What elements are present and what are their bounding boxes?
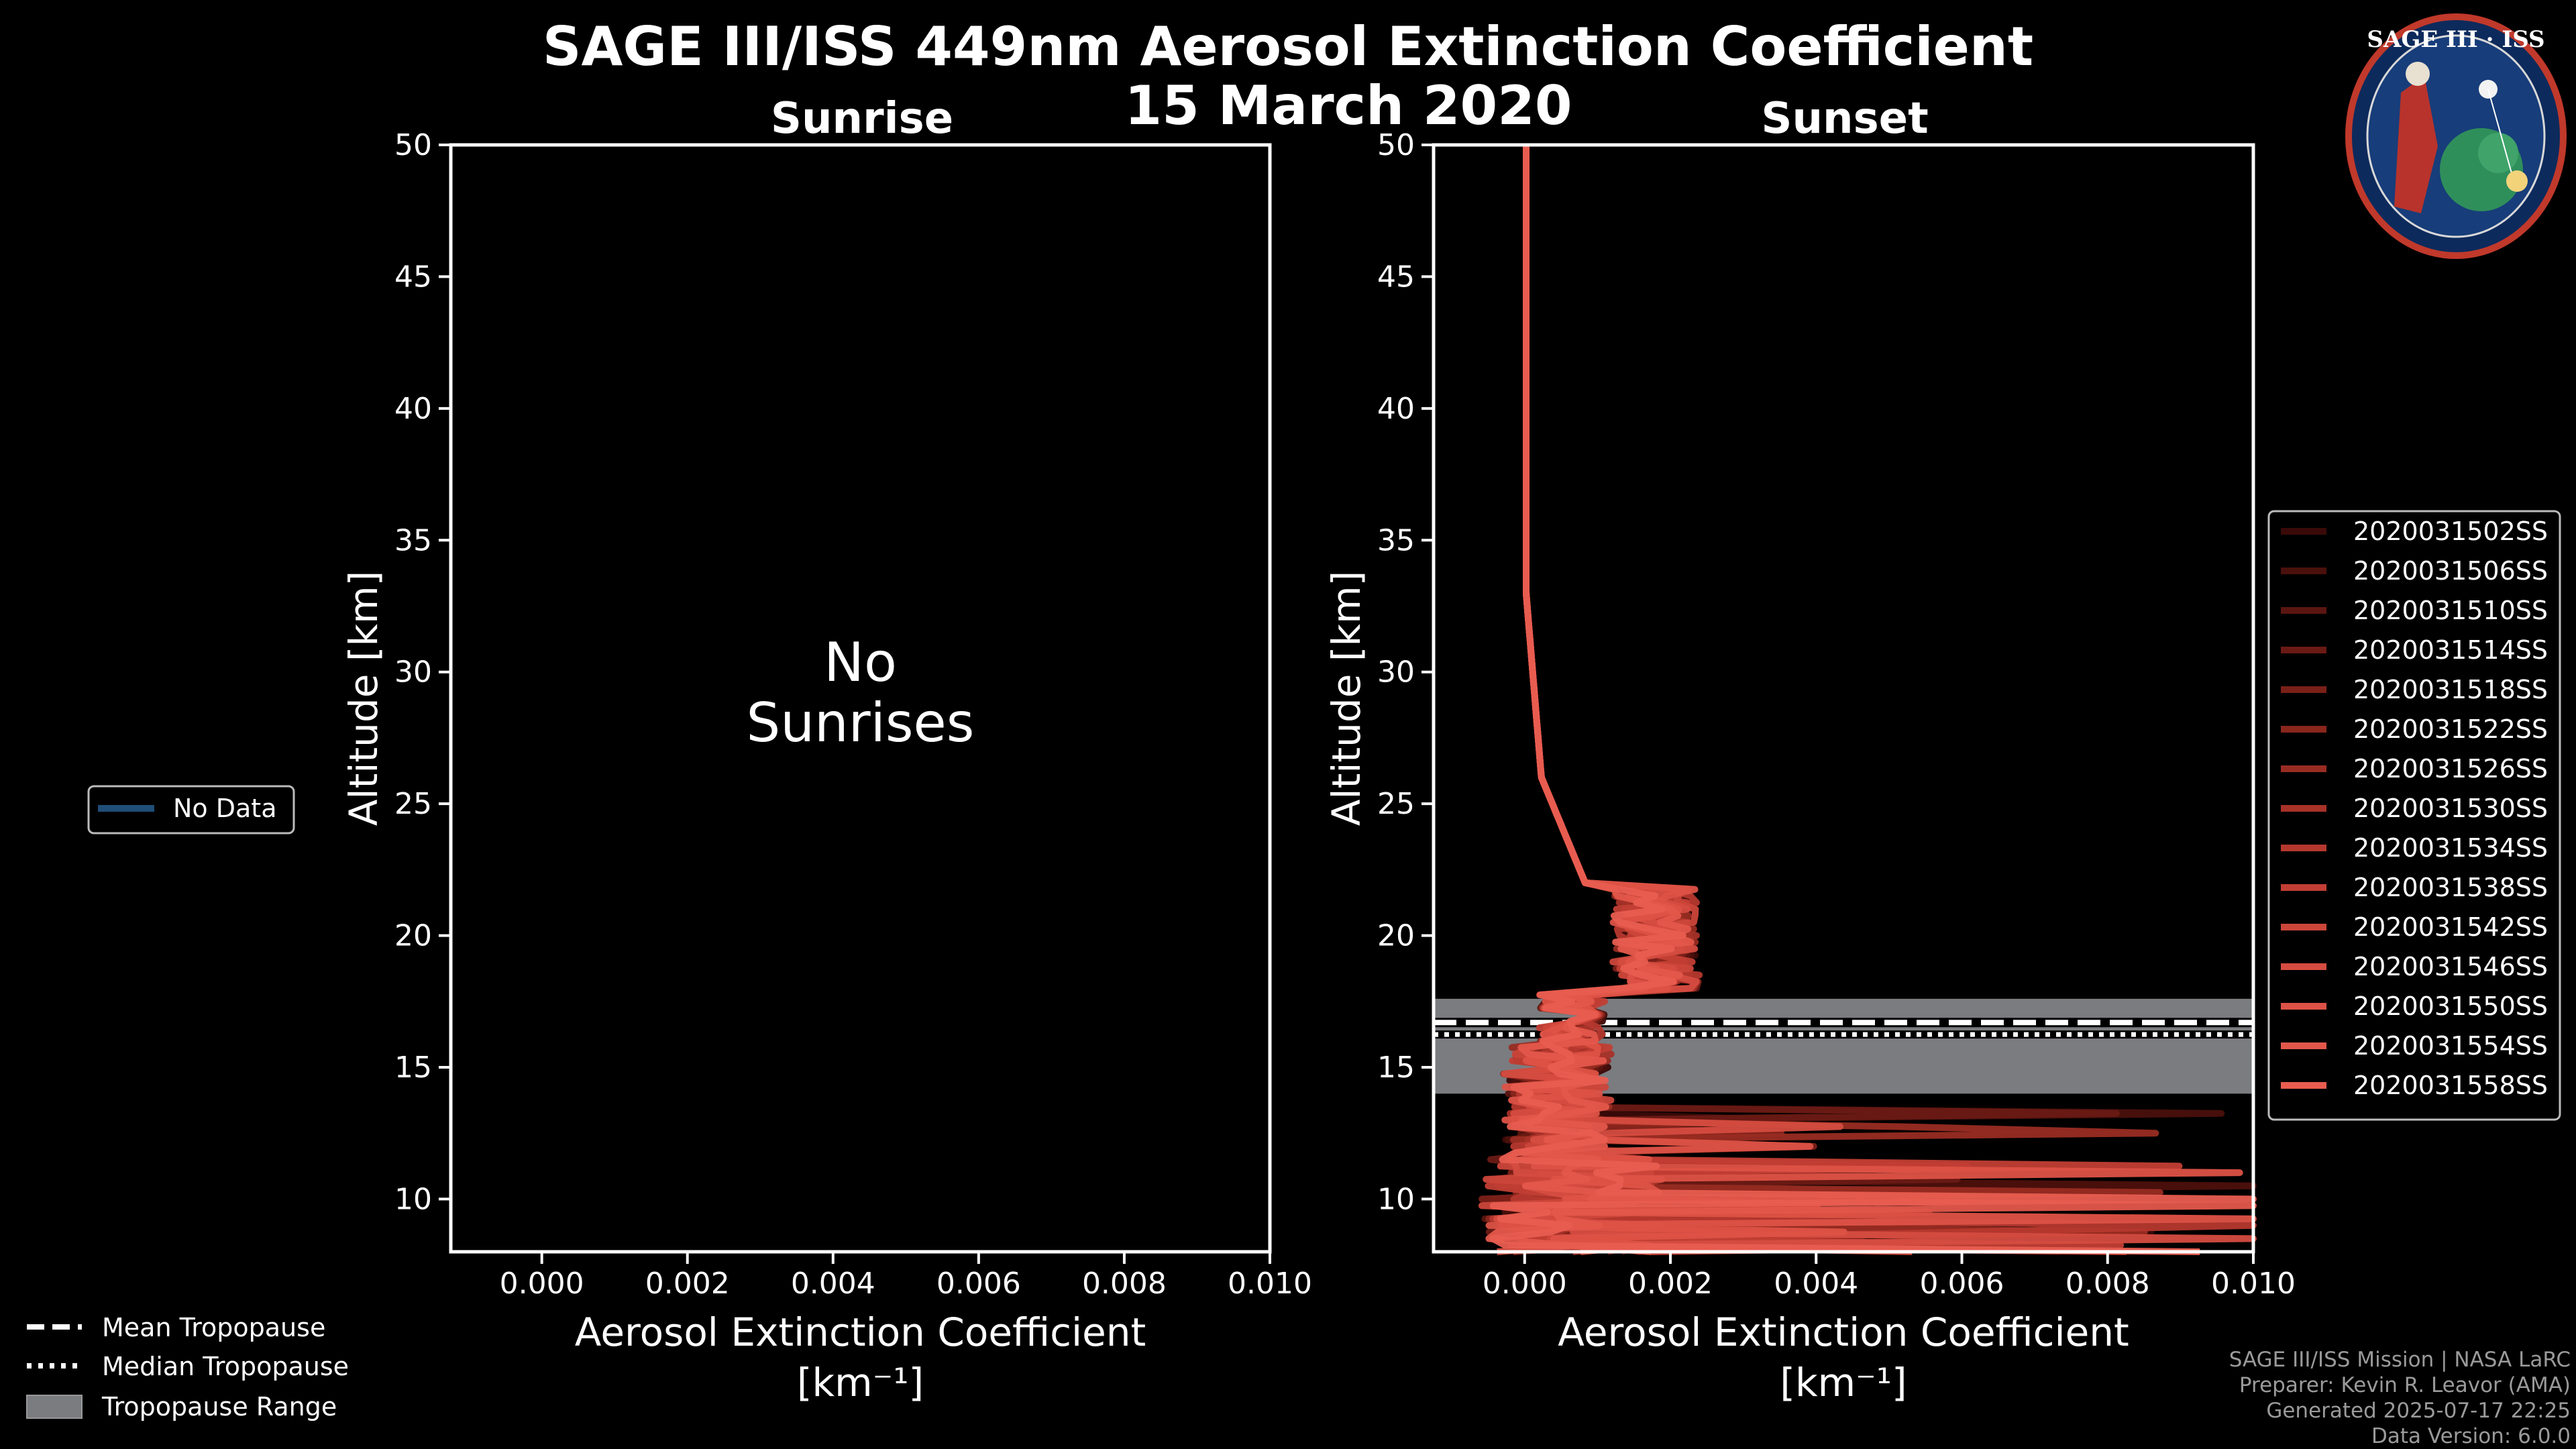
y-tick-label: 45	[1377, 260, 1415, 294]
mean-tropopause-legend-label: Mean Tropopause	[102, 1313, 325, 1342]
plot-frame	[1432, 143, 2255, 1254]
x-tick-label: 0.002	[1628, 1267, 1713, 1301]
credit-mission: SAGE III/ISS Mission | NASA LaRC	[2229, 1348, 2571, 1372]
y-tick-label: 30	[1377, 655, 1415, 690]
y-tick-label: 10	[1377, 1182, 1415, 1216]
legend-label-2020031554SS: 2020031554SS	[2353, 1031, 2548, 1061]
y-tick-label: 40	[1377, 392, 1415, 426]
sage-iii-iss-logo: SAGE III · ISS	[2345, 13, 2567, 259]
no-sunrises-annotation-line1: No	[824, 631, 897, 694]
y-tick-label: 35	[394, 523, 432, 557]
y-axis-label: Altitude [km]	[341, 571, 386, 826]
legend-label-2020031542SS: 2020031542SS	[2353, 912, 2548, 942]
y-tick-label: 50	[1377, 128, 1415, 162]
x-tick-label: 0.000	[500, 1267, 584, 1301]
credit-version: Data Version: 6.0.0	[2371, 1424, 2571, 1448]
x-tick-label: 0.000	[1483, 1267, 1567, 1301]
y-axis-label: Altitude [km]	[1324, 571, 1369, 826]
plot-area	[451, 145, 1270, 1252]
legend-label-2020031510SS: 2020031510SS	[2353, 596, 2548, 625]
y-tick-label: 15	[394, 1051, 432, 1085]
x-tick-label: 0.008	[2065, 1267, 2150, 1301]
x-tick-label: 0.008	[1082, 1267, 1167, 1301]
legend-label-2020031506SS: 2020031506SS	[2353, 556, 2548, 586]
x-axis-unit: [km⁻¹]	[797, 1360, 924, 1405]
legend-label-2020031522SS: 2020031522SS	[2353, 714, 2548, 744]
legend-label-2020031530SS: 2020031530SS	[2353, 794, 2548, 823]
y-tick-label: 35	[1377, 523, 1415, 557]
sunrise-panel: 10 15 20 25 30 35 40 45 50 0.000 0.002 0.004 0.006 0.…	[341, 128, 1312, 1405]
x-tick-label: 0.004	[791, 1267, 875, 1301]
chart-date: 15 March 2020	[1124, 74, 1572, 137]
no-data-legend-label: No Data	[173, 794, 277, 823]
legend-label-2020031538SS: 2020031538SS	[2353, 873, 2548, 902]
profile-line-2020031558SS	[1489, 145, 2257, 1255]
y-tick-label: 30	[394, 655, 432, 690]
legend-label-2020031534SS: 2020031534SS	[2353, 833, 2548, 863]
credit-preparer: Preparer: Kevin R. Leavor (AMA)	[2239, 1373, 2571, 1397]
x-tick-label: 0.002	[645, 1267, 730, 1301]
legend-label-2020031526SS: 2020031526SS	[2353, 754, 2548, 784]
x-tick-label: 0.006	[1920, 1267, 2004, 1301]
y-tick-label: 40	[394, 392, 432, 426]
x-tick-label: 0.006	[936, 1267, 1021, 1301]
legend-label-2020031558SS: 2020031558SS	[2353, 1071, 2548, 1100]
median-tropopause-legend-label: Median Tropopause	[102, 1352, 349, 1381]
credits: SAGE III/ISS Mission | NASA LaRC Prepare…	[2229, 1347, 2571, 1449]
legend-label-2020031502SS: 2020031502SS	[2353, 517, 2548, 546]
legend-label-2020031518SS: 2020031518SS	[2353, 675, 2548, 704]
x-axis-label: Aerosol Extinction Coefficient	[1558, 1309, 2129, 1355]
plot-frame	[449, 143, 1272, 1254]
y-tick-label: 45	[394, 260, 432, 294]
no-sunrises-annotation-line2: Sunrises	[747, 692, 975, 754]
y-tick-label: 25	[394, 787, 432, 821]
legend-label-2020031546SS: 2020031546SS	[2353, 952, 2548, 981]
tropopause-range-legend-swatch	[26, 1395, 83, 1419]
sunset-panel: 10 15 20 25 30 35 40 45 50 0.000 0.002 0.004 0.006 0.…	[1324, 128, 2296, 1405]
x-tick-label: 0.004	[1774, 1267, 1858, 1301]
sunset-panel-title: Sunset	[1761, 94, 1929, 144]
y-tick-label: 10	[394, 1182, 432, 1216]
x-tick-label: 0.010	[2211, 1267, 2296, 1301]
y-tick-label: 25	[1377, 787, 1415, 821]
x-tick-label: 0.010	[1228, 1267, 1312, 1301]
legend-label-2020031550SS: 2020031550SS	[2353, 991, 2548, 1021]
credit-generated: Generated 2025-07-17 22:25	[2266, 1399, 2571, 1423]
y-tick-label: 20	[1377, 919, 1415, 953]
series-legend-box	[2267, 510, 2561, 1121]
x-axis-label: Aerosol Extinction Coefficient	[575, 1309, 1146, 1355]
y-tick-label: 15	[1377, 1051, 1415, 1085]
y-tick-label: 20	[394, 919, 432, 953]
no-data-legend-box	[87, 785, 295, 835]
logo-text: SAGE III · ISS	[2367, 26, 2544, 53]
legend-label-2020031514SS: 2020031514SS	[2353, 635, 2548, 665]
x-axis-unit: [km⁻¹]	[1780, 1360, 1907, 1405]
y-tick-label: 50	[394, 128, 432, 162]
tropopause-range-legend-label: Tropopause Range	[101, 1392, 337, 1421]
sunrise-panel-title: Sunrise	[770, 94, 954, 144]
chart-title: SAGE III/ISS 449nm Aerosol Extinction Co…	[542, 15, 2034, 78]
legends: 2020031502SS2020031506SS2020031510SS2020…	[26, 510, 2561, 1421]
